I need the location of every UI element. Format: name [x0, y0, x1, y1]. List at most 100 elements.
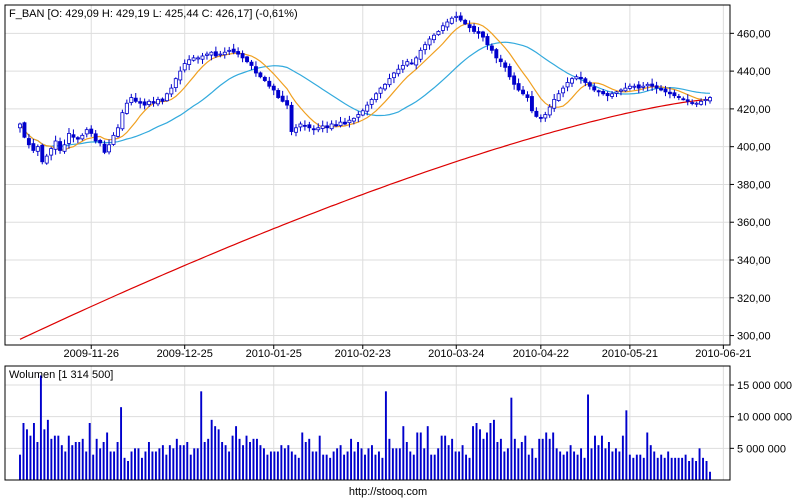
volume-bar [377, 451, 380, 480]
candle [205, 51, 209, 60]
candle-body [458, 15, 463, 21]
volume-bar [381, 457, 384, 480]
volume-bar [43, 429, 46, 480]
candle-body [173, 78, 178, 89]
candle-body [592, 86, 597, 91]
volume-bar [81, 438, 84, 480]
volume-bar [290, 451, 293, 480]
candle-body [258, 72, 263, 78]
candle [445, 18, 450, 31]
candle-body [552, 99, 557, 109]
candle-body [302, 124, 307, 127]
candle-body [191, 57, 196, 61]
candle-body [516, 83, 521, 91]
volume-bar [524, 435, 527, 480]
candle [191, 54, 196, 62]
volume-bar [210, 419, 213, 480]
volume-bar [681, 457, 684, 480]
candle [147, 99, 152, 107]
candle [596, 89, 601, 97]
volume-bar [468, 457, 471, 480]
candle-body [418, 49, 423, 60]
candle [458, 12, 463, 23]
volume-bar [465, 454, 468, 480]
candle [107, 139, 111, 155]
volume-bar [607, 442, 610, 480]
volume-bar [374, 454, 377, 480]
volume-bar [440, 435, 443, 480]
price-y-axis: 300,00 320,00 340,00 360,00 380,00 400,00 420,… [730, 28, 771, 343]
volume-bar [71, 445, 74, 480]
candle [93, 130, 98, 144]
candle [645, 82, 650, 92]
candle [67, 128, 71, 149]
volume-title: Wolumen [1 314 500] [9, 369, 113, 381]
candle [534, 107, 539, 118]
volume-bar [322, 454, 325, 480]
candle-body [98, 139, 103, 144]
candle [694, 101, 699, 108]
volume-bar [221, 442, 224, 480]
volume-bar [590, 448, 593, 480]
candle-body [610, 93, 615, 97]
volume-bar [674, 457, 677, 480]
candle-body [329, 123, 334, 130]
candle-body [400, 65, 405, 70]
candle-body [67, 133, 71, 144]
candle-body [271, 85, 276, 91]
volume-bar [134, 448, 136, 480]
candle-body [414, 57, 419, 66]
volume-bar [702, 457, 704, 480]
volume-bar [193, 448, 196, 480]
candle [627, 83, 632, 91]
volume-bar [154, 451, 157, 480]
volume-bar [695, 461, 698, 480]
candle-body [160, 98, 165, 102]
candle [387, 73, 392, 88]
volume-bar [705, 461, 708, 480]
candle [316, 123, 321, 133]
candle [311, 125, 316, 135]
candle-body [627, 85, 632, 89]
candle [320, 120, 325, 133]
candle [35, 144, 40, 156]
candle-body [436, 31, 441, 36]
candle [44, 153, 49, 165]
volume-bar [249, 442, 251, 480]
candle-body [307, 124, 312, 129]
candle-body [356, 114, 361, 118]
volume-bar [26, 429, 28, 480]
candle [58, 137, 63, 154]
candle [641, 82, 646, 91]
candle-body [632, 85, 637, 88]
candle [547, 104, 552, 118]
volume-bar [158, 448, 161, 480]
candle-body [320, 125, 325, 129]
candle-body [316, 127, 321, 131]
volume-bar [587, 394, 589, 480]
candle-body [645, 83, 650, 87]
volume-bar [527, 454, 530, 480]
volume-bar [458, 451, 461, 480]
candle-body [133, 97, 138, 102]
candle [418, 47, 423, 63]
candle-body [93, 133, 98, 142]
candle [485, 33, 490, 50]
volume-bar [538, 438, 541, 480]
candle-body [374, 93, 379, 100]
candle-body [440, 25, 445, 31]
candle [351, 117, 356, 125]
candle [80, 133, 85, 141]
volume-bar [395, 448, 398, 480]
candle [360, 108, 365, 117]
candle [538, 114, 543, 123]
volume-bar [580, 448, 583, 480]
volume-y-tick-label: 5 000 000 [737, 443, 786, 455]
volume-bar [67, 435, 70, 480]
candle-body [178, 70, 183, 81]
y-tick-label: 440,00 [737, 66, 771, 78]
candle-body [708, 97, 712, 102]
volume-bar [297, 457, 300, 480]
volume-bar [444, 435, 447, 480]
candle-body [529, 96, 534, 112]
